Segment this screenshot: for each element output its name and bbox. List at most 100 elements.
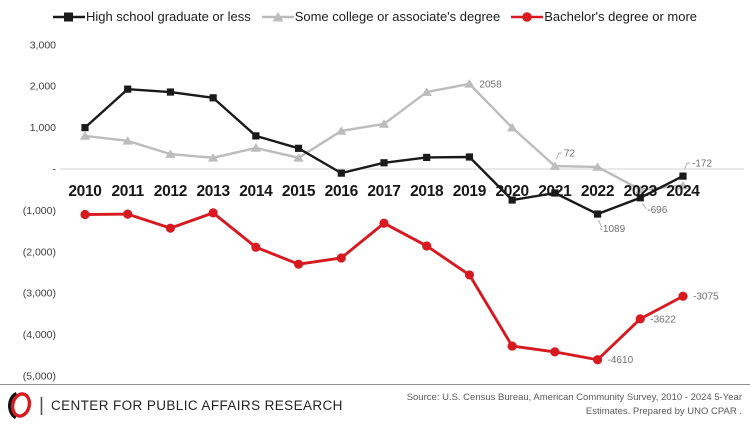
marker-circle	[422, 241, 432, 251]
y-tick-label: (4,000)	[23, 329, 56, 341]
x-year-label: 2018	[410, 183, 444, 200]
marker-triangle	[464, 79, 475, 88]
x-year-label: 2024	[666, 183, 700, 200]
marker-square	[508, 196, 516, 204]
point-data-label: -3622	[650, 314, 676, 325]
separator-bar: |	[39, 394, 44, 416]
legend-label: Some college or associate's degree	[294, 9, 501, 24]
marker-triangle	[207, 153, 219, 162]
marker-square	[423, 153, 431, 162]
x-axis-labels: 2010 2011 2012 2013 2014 2015 2016 2017 2018 2019…	[68, 183, 700, 200]
marker-square	[166, 88, 175, 96]
marker-square	[380, 159, 388, 167]
point-data-label: -3075	[693, 292, 719, 303]
marker-circle	[80, 209, 90, 220]
logo-black-swoosh	[8, 391, 18, 420]
footer-brand: | CENTER FOR PUBLIC AFFAIRS RESEARCH	[6, 390, 343, 420]
marker-square	[465, 153, 474, 161]
label-leader-line	[684, 162, 690, 170]
y-tick-label: 1,000	[30, 122, 56, 134]
marker-triangle	[250, 143, 262, 152]
marker-circle	[464, 270, 475, 280]
marker-circle	[379, 218, 389, 228]
x-year-label: 2010	[68, 183, 101, 200]
marker-square	[252, 132, 260, 140]
marker-circle	[635, 314, 645, 324]
source-line-2: Estimates. Prepared by UNO CPAR .	[585, 405, 742, 417]
marker-circle	[208, 208, 218, 218]
legend-marker-triangle-icon	[261, 11, 294, 21]
marker-square	[636, 194, 644, 202]
point-data-label: -1089	[600, 224, 626, 235]
marker-square	[593, 210, 602, 218]
point-data-label: 2058	[479, 79, 502, 90]
footer-org-title: CENTER FOR PUBLIC AFFAIRS RESEARCH	[50, 397, 343, 413]
label-leader-line	[555, 152, 562, 160]
point-data-label: -4610	[608, 355, 634, 366]
y-tick-label: (5,000)	[23, 370, 56, 382]
legend-marker-circle-icon	[511, 11, 544, 22]
marker-triangle	[421, 87, 432, 96]
point-data-label: -172	[692, 159, 712, 170]
y-tick-label: 2,000	[30, 81, 56, 93]
marker-triangle	[677, 180, 689, 190]
marker-square	[679, 172, 687, 180]
legend-item-bachelors: Bachelor's degree or more	[511, 9, 697, 24]
marker-circle	[336, 253, 346, 263]
marker-circle	[123, 209, 133, 219]
x-year-label: 2013	[196, 183, 230, 200]
point-data-label: 72	[564, 149, 576, 160]
marker-square	[209, 94, 217, 102]
y-tick-label: -	[53, 164, 57, 176]
legend: High school graduate or less Some college…	[0, 9, 750, 24]
legend-label: Bachelor's degree or more	[544, 9, 698, 24]
logo-red-o	[10, 392, 32, 418]
y-tick-label: (1,000)	[23, 205, 56, 217]
source-line-1: Source: U.S. Census Bureau, American Com…	[406, 392, 742, 403]
x-year-label: 2015	[282, 183, 316, 200]
marker-triangle	[378, 119, 390, 128]
legend-item-high-school: High school graduate or less	[52, 9, 251, 24]
y-tick-label: (3,000)	[23, 288, 56, 300]
y-axis-ticks: 3,000 2,000 1,000 - (1,000) (2,000) (3,000) (4,…	[23, 39, 57, 382]
x-year-label: 2019	[453, 183, 487, 200]
label-leader-line	[641, 203, 647, 210]
source-attribution: Source: U.S. Census Bureau, American Com…	[407, 391, 742, 419]
y-tick-label: 3,000	[30, 39, 56, 51]
marker-triangle	[635, 185, 646, 194]
series-line-some-college	[84, 82, 684, 191]
marker-triangle	[293, 153, 304, 162]
marker-square	[124, 85, 132, 93]
marker-triangle	[506, 123, 518, 132]
x-year-label: 2012	[154, 183, 187, 200]
x-year-label: 2022	[581, 183, 614, 200]
x-year-label: 2011	[111, 183, 144, 200]
y-tick-label: (2,000)	[23, 246, 56, 258]
series-some-college	[79, 79, 689, 194]
series-line-bachelors	[84, 211, 684, 362]
series-high-school	[81, 85, 687, 218]
x-year-label: 2020	[495, 183, 528, 200]
marker-square	[551, 189, 559, 197]
legend-item-some-college: Some college or associate's degree	[261, 9, 501, 24]
marker-square	[294, 144, 303, 152]
marker-triangle	[165, 149, 176, 158]
footer: | CENTER FOR PUBLIC AFFAIRS RESEARCH Sou…	[0, 384, 750, 426]
x-year-label: 2016	[325, 183, 359, 200]
marker-circle	[550, 347, 560, 357]
marker-circle	[293, 259, 304, 269]
legend-label: High school graduate or less	[85, 9, 251, 24]
marker-triangle	[549, 161, 561, 170]
marker-circle	[592, 355, 603, 365]
data-labels: -1089 -696 -172 2058 72 -4610 -3622 -3075	[479, 79, 719, 366]
marker-circle	[507, 341, 517, 351]
legend-marker-square-icon	[52, 12, 85, 21]
marker-triangle	[592, 162, 603, 171]
uno-o-logo	[8, 391, 32, 420]
point-data-label: -696	[647, 205, 667, 216]
x-year-label: 2023	[624, 183, 658, 200]
marker-triangle	[336, 126, 347, 135]
marker-circle	[678, 291, 688, 301]
